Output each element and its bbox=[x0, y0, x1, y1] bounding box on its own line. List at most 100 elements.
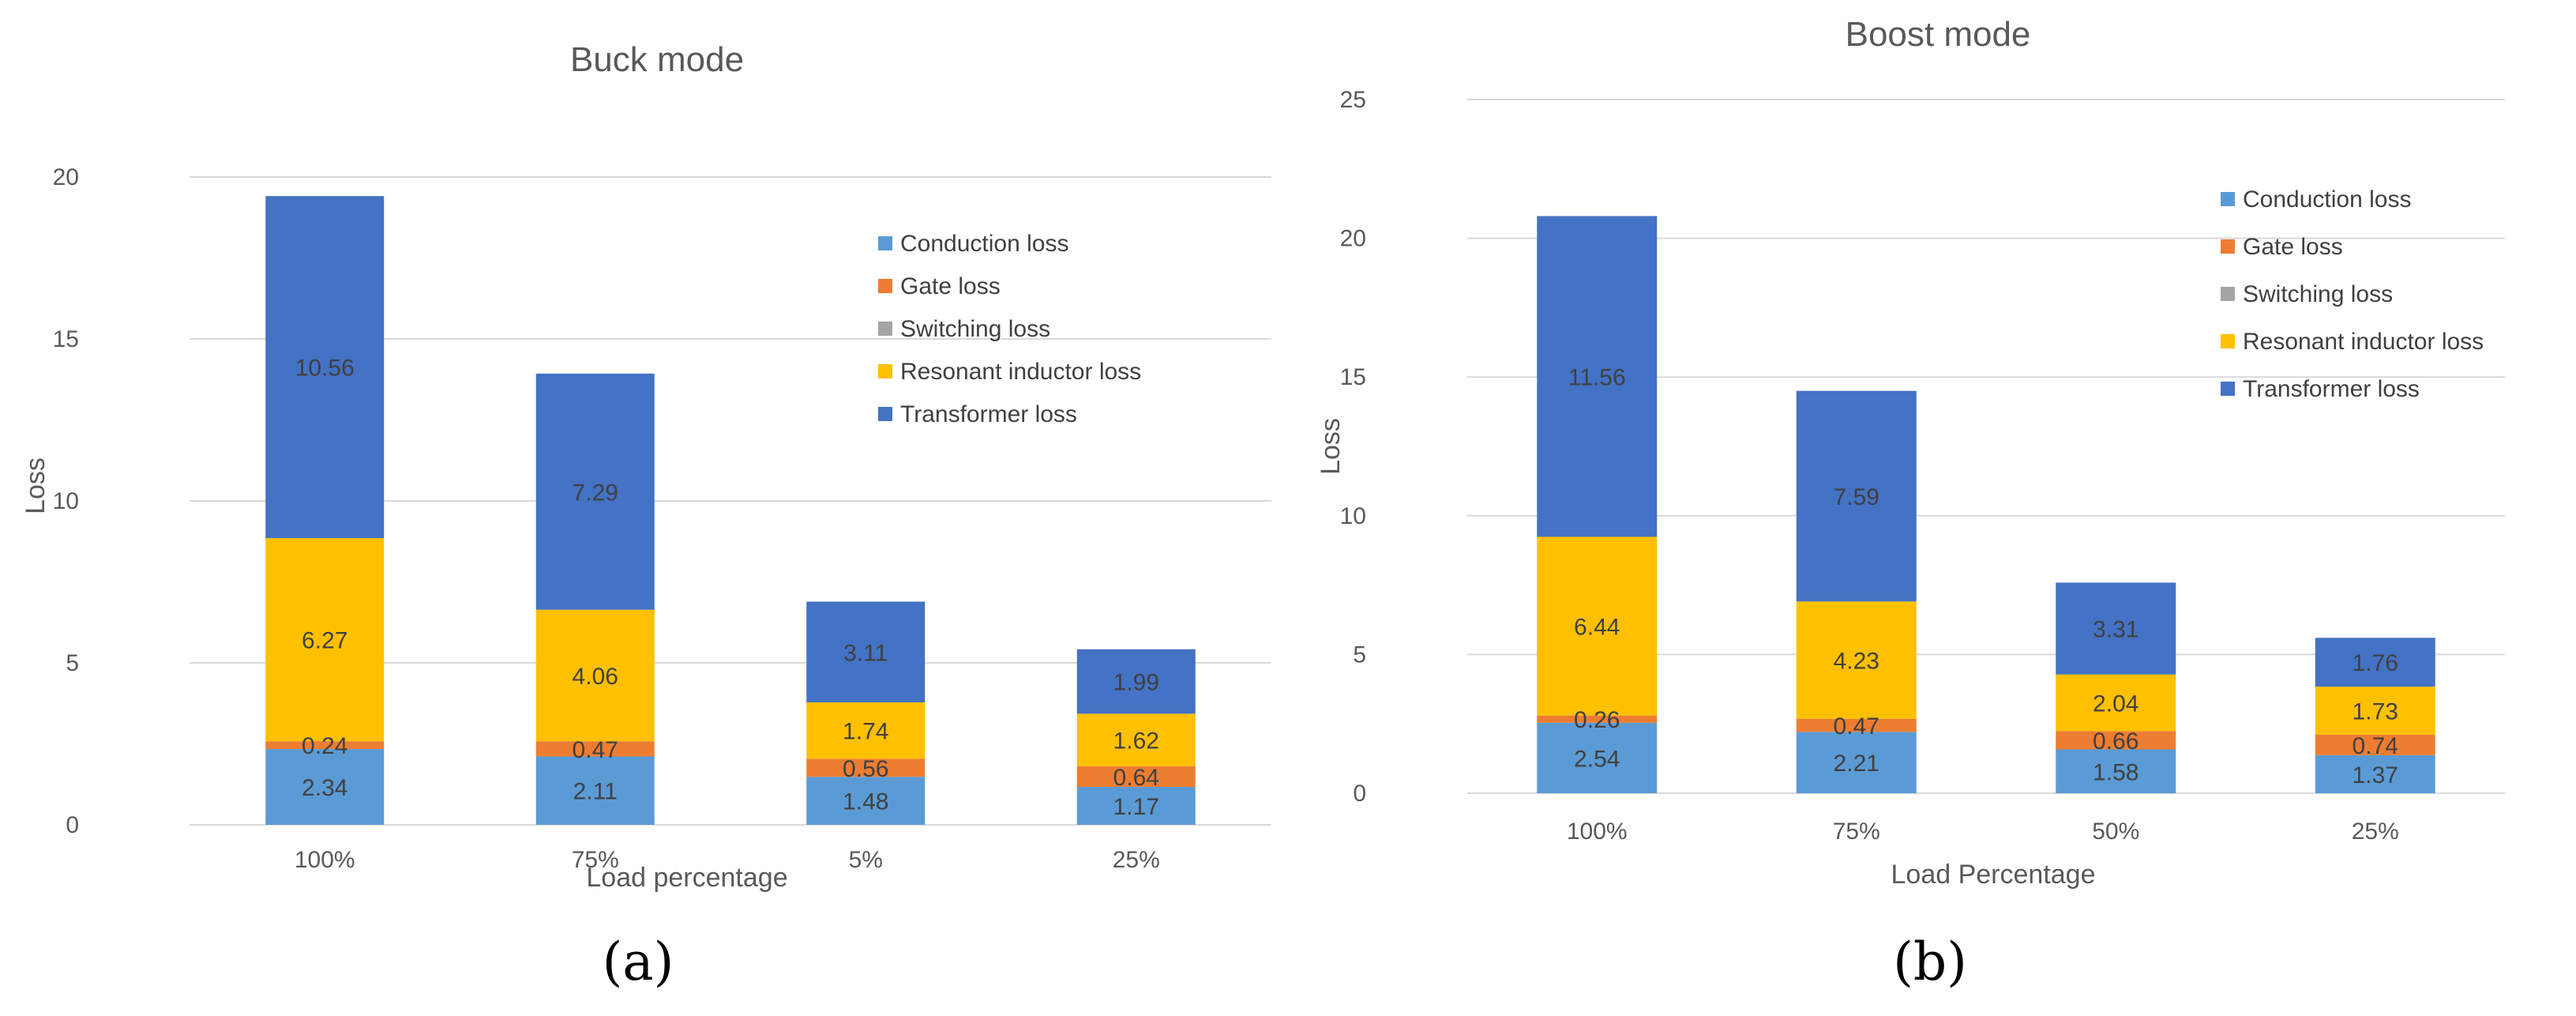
bar-segment bbox=[1796, 718, 1917, 732]
data-label: 0.24 bbox=[302, 733, 347, 759]
legend-swatch bbox=[2221, 192, 2235, 206]
data-label: 4.23 bbox=[1834, 649, 1879, 675]
bar-segment bbox=[265, 741, 385, 750]
data-label: 0.74 bbox=[2353, 733, 2398, 759]
y-axis-label: Loss bbox=[21, 457, 51, 514]
x-tick-label: 100% bbox=[295, 847, 355, 873]
legend-label: Switching loss bbox=[900, 316, 1050, 342]
legend-swatch bbox=[878, 407, 892, 421]
bar-segment bbox=[806, 777, 926, 825]
data-label: 1.48 bbox=[843, 789, 888, 815]
data-label: 6.44 bbox=[1574, 615, 1620, 641]
y-tick-label: 0 bbox=[66, 812, 79, 838]
bar-segment bbox=[2056, 749, 2176, 793]
bar-segment bbox=[806, 702, 926, 759]
data-label: 1.73 bbox=[2353, 699, 2398, 725]
legend-label: Gate loss bbox=[900, 273, 1001, 299]
legend-label: Transformer loss bbox=[900, 401, 1077, 427]
bar-segment bbox=[2056, 674, 2176, 732]
chart-title: Boost mode bbox=[1846, 15, 2031, 54]
data-label: 7.29 bbox=[573, 480, 618, 506]
bar-segment bbox=[265, 196, 385, 539]
boost-mode-chart: 0 5 10 15 20 25 2.54 0.26 6.44 11.56 100% 2.21 0.47… bbox=[1316, 15, 2505, 992]
y-tick-label: 15 bbox=[1340, 364, 1366, 390]
bar-segment bbox=[2315, 687, 2435, 735]
bar-segment bbox=[1076, 649, 1196, 714]
y-tick-label: 15 bbox=[53, 326, 79, 352]
legend-label: Switching loss bbox=[2243, 281, 2393, 307]
legend-label: Conduction loss bbox=[900, 231, 1068, 257]
y-tick-label: 5 bbox=[66, 650, 79, 676]
legend-swatch bbox=[878, 279, 892, 293]
bar-segment bbox=[806, 758, 926, 777]
x-tick-label: 5% bbox=[849, 847, 883, 873]
y-tick-label: 20 bbox=[53, 164, 79, 190]
legend-label: Resonant inductor loss bbox=[2243, 329, 2484, 355]
data-label: 3.31 bbox=[2093, 617, 2139, 643]
data-label: 0.64 bbox=[1113, 765, 1159, 791]
bar-segment bbox=[535, 373, 655, 610]
data-label: 0.56 bbox=[843, 756, 888, 782]
bar-segment bbox=[1796, 390, 1917, 602]
bar-segment bbox=[1076, 787, 1196, 825]
data-label: 1.74 bbox=[843, 719, 888, 745]
bar-segment bbox=[1537, 216, 1658, 537]
legend-swatch bbox=[2221, 334, 2235, 348]
y-axis-label: Loss bbox=[1316, 418, 1346, 475]
buck-mode-chart: 0 5 10 15 20 2.34 0.24 6.27 10.56 100% 2.11 0.47 4.… bbox=[21, 40, 1271, 992]
data-label: 11.56 bbox=[1568, 364, 1626, 390]
data-label: 0.26 bbox=[1574, 707, 1620, 733]
data-label: 2.21 bbox=[1834, 751, 1879, 777]
y-tick-label: 10 bbox=[53, 488, 79, 514]
bar-segment bbox=[1076, 713, 1196, 766]
panel-caption: (b) bbox=[1893, 931, 1967, 992]
bar-segment bbox=[1537, 536, 1658, 716]
data-label: 2.04 bbox=[2093, 691, 2139, 717]
legend-swatch bbox=[878, 322, 892, 336]
data-label: 1.99 bbox=[1113, 670, 1159, 696]
legend-label: Gate loss bbox=[2243, 234, 2343, 260]
data-label: 0.47 bbox=[573, 737, 618, 763]
y-tick-label: 10 bbox=[1340, 503, 1366, 529]
bar-segment bbox=[2056, 731, 2176, 750]
bar-segment bbox=[265, 538, 385, 742]
data-label: 0.66 bbox=[2093, 728, 2139, 754]
legend-swatch bbox=[2221, 287, 2235, 301]
x-tick-label: 75% bbox=[1833, 818, 1880, 845]
legend-label: Conduction loss bbox=[2243, 186, 2411, 213]
panel-caption: (a) bbox=[603, 931, 674, 992]
data-label: 1.37 bbox=[2353, 762, 2398, 788]
x-axis-label: Load percentage bbox=[586, 863, 787, 893]
data-label: 10.56 bbox=[295, 356, 355, 382]
bar-segment bbox=[1537, 722, 1658, 793]
x-tick-label: 100% bbox=[1567, 818, 1628, 845]
bar-segment bbox=[2315, 638, 2435, 687]
bar-segment bbox=[535, 756, 655, 825]
x-tick-label: 25% bbox=[1113, 847, 1160, 873]
data-label: 2.11 bbox=[573, 779, 618, 805]
bar-segment bbox=[1796, 601, 1917, 719]
bar-segment bbox=[2056, 582, 2176, 675]
data-label: 1.62 bbox=[1113, 728, 1159, 754]
x-tick-label: 75% bbox=[572, 847, 619, 873]
bar-segment bbox=[1076, 766, 1196, 788]
y-tick-label: 20 bbox=[1340, 226, 1366, 252]
legend-label: Resonant inductor loss bbox=[900, 359, 1141, 385]
legend-swatch bbox=[878, 236, 892, 250]
data-label: 1.17 bbox=[1113, 794, 1159, 820]
data-label: 0.47 bbox=[1834, 713, 1879, 739]
legend-label: Transformer loss bbox=[2243, 376, 2420, 402]
bar-segment bbox=[806, 601, 926, 703]
legend-swatch bbox=[2221, 239, 2235, 254]
data-label: 4.06 bbox=[573, 664, 618, 690]
x-axis-label: Load Percentage bbox=[1891, 860, 2096, 890]
data-label: 1.76 bbox=[2353, 650, 2398, 676]
bar-segment bbox=[2315, 754, 2435, 793]
y-tick-label: 0 bbox=[1353, 781, 1366, 807]
bar-segment bbox=[2315, 734, 2435, 755]
x-tick-label: 50% bbox=[2092, 818, 2139, 845]
legend-swatch bbox=[2221, 382, 2235, 396]
bar-segment bbox=[535, 741, 655, 757]
data-label: 2.54 bbox=[1574, 746, 1620, 772]
